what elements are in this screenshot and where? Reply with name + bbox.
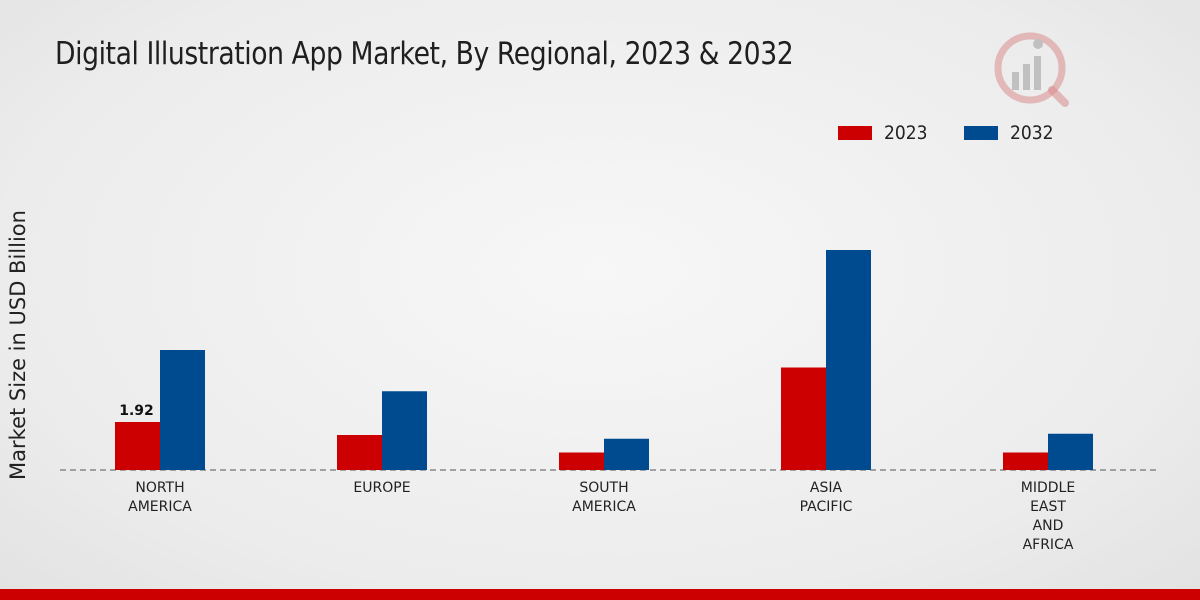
brand-logo-icon [994,32,1069,107]
bar-2023-north-america [115,422,160,470]
x-tick-label: ASIA PACIFIC [800,480,853,515]
bar-2032-south-america [604,438,649,470]
legend-item-2023: 2023 [838,122,932,144]
bottom-accent-bar [0,589,1200,600]
x-tick-label: MIDDLE EAST AND AFRICA [1021,480,1075,553]
legend-item-2032: 2032 [964,122,1058,144]
bar-2032-middle-east-and-africa [1048,433,1093,470]
legend-label-2032: 2032 [1010,122,1054,144]
bar-2032-north-america [160,350,205,470]
legend-swatch-2032 [964,126,999,140]
chart-legend: 2023 2032 [838,122,1091,144]
bar-2023-asia-pacific [781,367,826,470]
bar-2023-south-america [559,452,604,470]
bar-2023-middle-east-and-africa [1003,452,1048,470]
bar-2023-europe [337,435,382,470]
x-tick-label: EUROPE [353,480,410,496]
legend-swatch-2023 [838,126,872,140]
bar-2032-asia-pacific [826,250,871,470]
x-tick-label: NORTH AMERICA [128,480,192,515]
legend-label-2023: 2023 [884,122,928,144]
bar-2032-europe [382,391,427,470]
x-tick-label: SOUTH AMERICA [572,480,636,515]
data-label: 1.92 [119,403,154,419]
chart-title: Digital Illustration App Market, By Regi… [55,36,794,72]
